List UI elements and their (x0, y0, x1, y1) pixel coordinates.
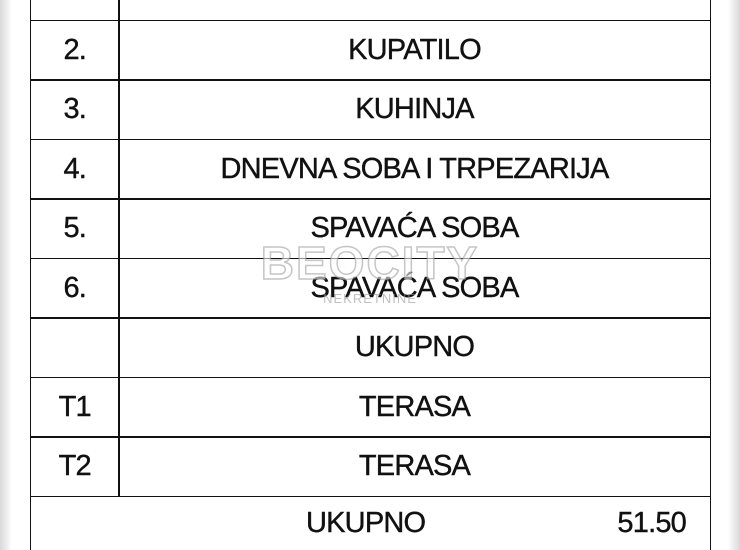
number-cell: 2. (30, 19, 120, 81)
number-cell: 5. (30, 198, 120, 259)
name-cell: DNEVNA SOBA I TRPEZARIJA (118, 138, 711, 200)
total-row: UKUPNO 51.50 (30, 495, 711, 550)
scan-edge (0, 0, 12, 550)
number-cell: T1 (30, 376, 120, 438)
number-cell: 3. (30, 79, 120, 140)
name-cell: TERASA (118, 436, 711, 497)
name-cell: UKUPNO (118, 317, 711, 378)
total-label: UKUPNO (306, 506, 426, 539)
name-cell: HODNIK (118, 0, 711, 21)
number-cell: 6. (30, 257, 120, 319)
number-cell: 1. (30, 0, 120, 21)
scan-edge (728, 0, 740, 550)
number-cell: 4. (30, 138, 120, 200)
number-cell: T2 (30, 436, 120, 497)
number-cell (30, 317, 120, 378)
total-value: 51.50 (617, 506, 687, 539)
name-cell: SPAVAĆA SOBA (118, 198, 711, 259)
name-cell: SPAVAĆA SOBA (118, 257, 711, 319)
name-cell: KUPATILO (118, 19, 711, 81)
name-cell: TERASA (118, 376, 711, 438)
name-cell: KUHINJA (118, 79, 711, 140)
